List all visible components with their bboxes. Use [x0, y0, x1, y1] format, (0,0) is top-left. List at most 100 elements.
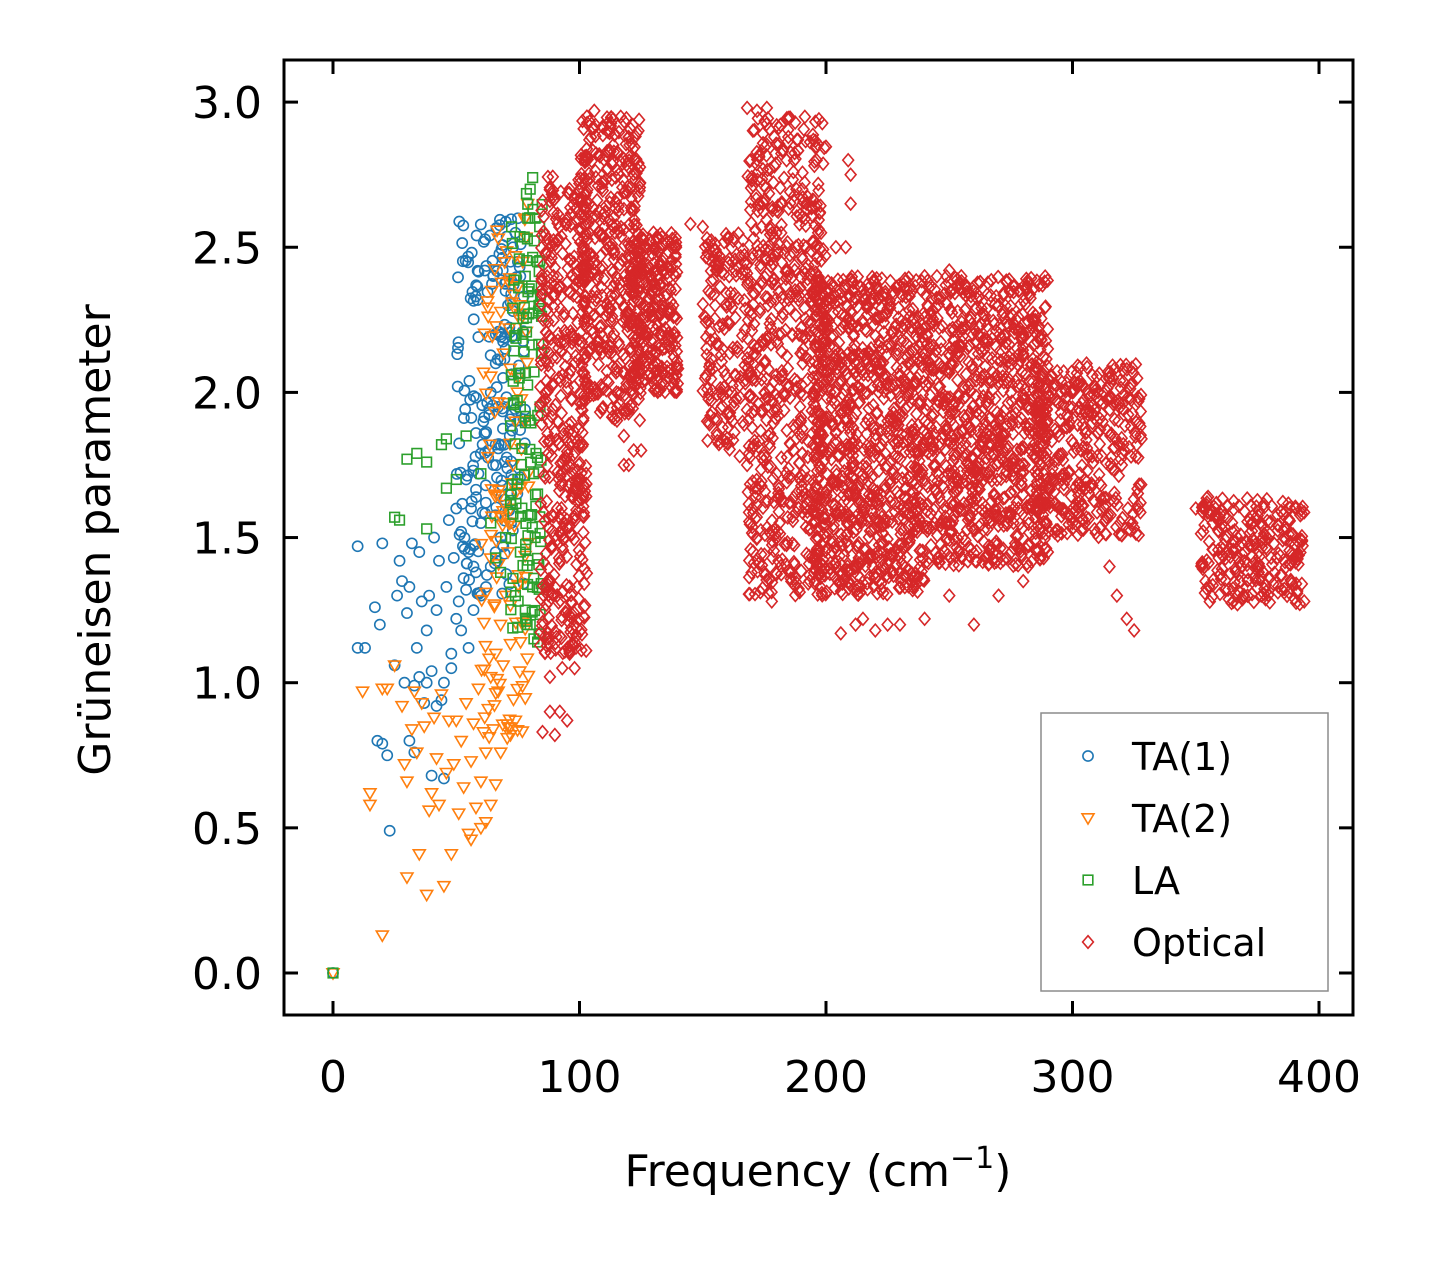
- data-point: [955, 530, 969, 546]
- data-point: [920, 336, 934, 352]
- data-point: [822, 338, 836, 354]
- data-point: [1033, 404, 1047, 420]
- data-point: [746, 390, 760, 406]
- data-point: [849, 405, 863, 421]
- data-point: [1073, 466, 1087, 482]
- data-point: [604, 118, 618, 134]
- data-point: [824, 290, 838, 307]
- data-point: [835, 576, 849, 592]
- data-point: [885, 514, 899, 530]
- data-point: [465, 246, 478, 259]
- data-point: [1126, 405, 1139, 421]
- data-point: [483, 799, 499, 813]
- data-point: [514, 230, 526, 243]
- data-point: [546, 376, 560, 392]
- data-point: [536, 336, 550, 352]
- data-point: [813, 205, 827, 221]
- data-point: [429, 753, 444, 766]
- data-point: [577, 272, 591, 288]
- data-point: [515, 256, 531, 270]
- data-point: [794, 414, 807, 430]
- data-point: [765, 584, 779, 600]
- data-point: [1128, 425, 1142, 441]
- data-point: [773, 180, 787, 196]
- data-point: [394, 700, 410, 714]
- data-point: [510, 724, 525, 738]
- data-point: [886, 462, 900, 478]
- data-point: [578, 372, 592, 388]
- data-point: [362, 799, 378, 813]
- data-point: [588, 283, 602, 299]
- data-point: [880, 458, 894, 474]
- data-point: [858, 558, 872, 574]
- data-point: [972, 319, 986, 335]
- data-point: [815, 587, 829, 603]
- data-point: [938, 389, 952, 405]
- data-point: [976, 435, 990, 451]
- data-point: [839, 401, 853, 417]
- data-point: [750, 103, 764, 119]
- data-point: [835, 347, 848, 363]
- data-point: [885, 549, 899, 565]
- data-point: [923, 316, 937, 332]
- data-point: [1041, 388, 1055, 404]
- data-point: [741, 368, 755, 384]
- data-point: [737, 417, 751, 433]
- data-point: [767, 373, 781, 389]
- data-point: [1080, 356, 1093, 372]
- data-point: [733, 448, 747, 464]
- data-point: [1112, 413, 1125, 429]
- data-point: [548, 260, 562, 276]
- data-point: [399, 872, 415, 885]
- data-point: [1021, 559, 1035, 575]
- data-point: [722, 405, 735, 421]
- data-point: [825, 487, 839, 504]
- data-point: [601, 235, 615, 251]
- data-point: [1116, 510, 1129, 526]
- data-point: [850, 578, 864, 594]
- data-point: [969, 372, 983, 388]
- data-point: [943, 409, 957, 425]
- data-point: [585, 153, 599, 169]
- data-point: [891, 449, 905, 465]
- data-point: [605, 172, 619, 188]
- data-point: [769, 367, 783, 383]
- data-point: [576, 410, 590, 426]
- data-point: [813, 579, 827, 595]
- data-point: [549, 432, 563, 448]
- data-point: [943, 348, 957, 364]
- data-point: [534, 527, 546, 540]
- data-point: [505, 213, 517, 226]
- data-point: [1000, 550, 1014, 566]
- data-point: [1041, 273, 1055, 289]
- data-point: [875, 581, 889, 598]
- data-point: [922, 430, 935, 446]
- data-point: [856, 505, 870, 521]
- data-point: [1016, 348, 1030, 364]
- data-point: [458, 384, 471, 397]
- data-point: [508, 399, 520, 411]
- data-point: [787, 188, 801, 204]
- data-point: [812, 183, 826, 199]
- data-point: [839, 239, 853, 255]
- data-point: [1079, 432, 1093, 448]
- data-point: [830, 542, 844, 558]
- data-point: [756, 195, 770, 211]
- data-point: [506, 237, 518, 250]
- data-point: [971, 528, 985, 544]
- data-point: [486, 277, 498, 290]
- data-point: [1043, 471, 1057, 487]
- data-point: [1033, 368, 1047, 384]
- data-point: [669, 249, 682, 265]
- data-point: [1073, 403, 1087, 420]
- data-point: [541, 314, 555, 330]
- data-point: [1117, 374, 1130, 390]
- data-point: [463, 573, 476, 586]
- data-point: [854, 579, 868, 595]
- data-point: [563, 218, 577, 234]
- data-point: [578, 218, 592, 234]
- data-point: [724, 285, 738, 301]
- data-point: [543, 669, 557, 685]
- data-point: [613, 292, 627, 308]
